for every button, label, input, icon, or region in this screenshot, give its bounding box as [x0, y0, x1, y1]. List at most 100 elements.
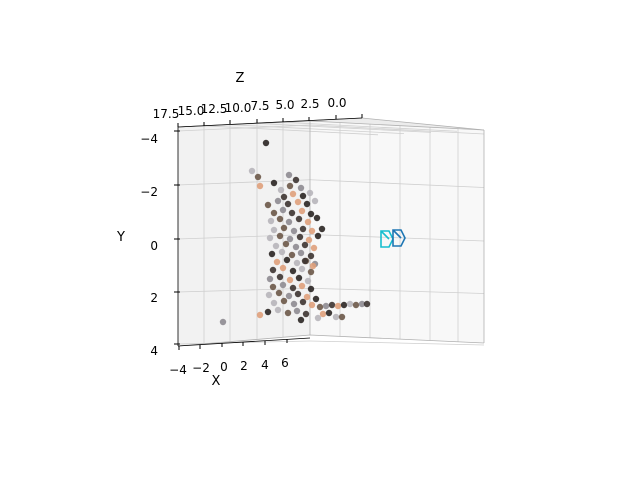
x-axis-ticks: −4 −2 0 2 4 6: [169, 339, 289, 377]
scatter-point: [309, 262, 317, 270]
scatter-point: [270, 226, 278, 234]
scatter-point: [292, 176, 300, 184]
scatter-point: [314, 314, 322, 322]
grid-line: [256, 123, 432, 133]
scatter-point: [292, 243, 300, 251]
scatter-point: [277, 186, 285, 194]
scatter-point: [286, 276, 294, 284]
scatter-point: [269, 283, 277, 291]
z-tick-label: 2.5: [300, 97, 319, 111]
scatter-point: [272, 242, 280, 250]
grid-line: [282, 121, 458, 132]
scatter-point: [303, 293, 311, 301]
scatter-point: [248, 167, 256, 175]
scatter-point: [284, 309, 292, 317]
z-tick-label: 0.0: [327, 96, 346, 110]
scatter-point: [322, 302, 330, 310]
x-tick-label: −4: [169, 363, 187, 377]
grid-line: [177, 287, 311, 293]
scatter-point: [280, 193, 288, 201]
camera-markers: [380, 229, 406, 248]
scatter-point: [267, 217, 275, 225]
scatter-point: [311, 197, 319, 205]
scatter-point: [340, 301, 348, 309]
z-tick-label: 5.0: [275, 98, 294, 112]
scatter-point: [325, 309, 333, 317]
scatter-point: [307, 210, 315, 218]
grid-line: [309, 340, 485, 346]
scatter-point: [270, 179, 278, 187]
z-tick-label: 17.5: [153, 107, 180, 121]
scatter-point: [295, 274, 303, 282]
scatter-point: [314, 232, 322, 240]
grid-line: [309, 179, 485, 188]
scatter-point: [328, 301, 336, 309]
x-tick-label: 0: [220, 360, 228, 374]
z-tick-label: 10.0: [225, 101, 252, 115]
scatter-point: [312, 295, 320, 303]
grid-line: [203, 125, 379, 136]
scatter-point: [299, 225, 307, 233]
scatter-point: [270, 299, 278, 307]
scatter-point: [295, 215, 303, 223]
scatter-point: [274, 197, 282, 205]
camera-marker: [380, 230, 394, 248]
scatter-point: [301, 257, 309, 265]
z-tick-label: 15.0: [178, 104, 205, 118]
scatter-point: [297, 184, 305, 192]
scatter-point: [304, 277, 312, 285]
scatter-point: [363, 300, 371, 308]
scatter-point: [282, 240, 290, 248]
scatter-point: [299, 298, 307, 306]
grid-line: [177, 179, 311, 186]
scatter-point: [270, 209, 278, 217]
scatter-point: [294, 290, 302, 298]
scatter-point: [289, 284, 297, 292]
scatter-point: [303, 200, 311, 208]
scatter-point: [285, 218, 293, 226]
scatter-point: [297, 249, 305, 257]
back-pane-left: [178, 121, 310, 346]
scatter-point: [290, 300, 298, 308]
scatter-point: [307, 268, 315, 276]
grid-line: [309, 234, 485, 242]
y-axis-label: Y: [116, 230, 125, 245]
scatter-point: [310, 244, 318, 252]
y-axis-ticks: −4 −2 0 2 4: [140, 130, 180, 358]
back-pane-right: [310, 121, 484, 343]
scatter-point: [276, 273, 284, 281]
scatter-point: [273, 258, 281, 266]
z-tick-label: 7.5: [250, 99, 269, 113]
scatter-point: [305, 236, 313, 244]
scatter-point: [280, 297, 288, 305]
scatter-point: [265, 291, 273, 299]
scatter-point: [254, 173, 262, 181]
y-tick-label: 2: [150, 291, 158, 305]
scatter-point: [298, 282, 306, 290]
z-tick-label: 12.5: [201, 102, 228, 116]
grid-line: [309, 287, 485, 294]
scatter-point: [304, 218, 312, 226]
scatter-point: [262, 139, 270, 147]
x-tick-label: 2: [240, 359, 248, 373]
scatter-point: [293, 307, 301, 315]
scatter-point: [299, 192, 307, 200]
scatter-point: [290, 227, 298, 235]
grid-line: [229, 124, 405, 135]
scatter-point: [338, 313, 346, 321]
scatter-point: [307, 285, 315, 293]
grid-line: [309, 124, 485, 135]
scatter-point: [316, 303, 324, 311]
scatter-point: [308, 301, 316, 309]
y-tick-label: 4: [150, 344, 158, 358]
scatter-points: [219, 139, 371, 326]
grid-line: [177, 234, 311, 240]
scatter-point: [278, 248, 286, 256]
scatter-point: [279, 206, 287, 214]
scatter-point: [298, 265, 306, 273]
scatter-point: [301, 241, 309, 249]
x-tick-label: 6: [281, 356, 289, 370]
scatter-point: [308, 227, 316, 235]
y-tick-label: 0: [150, 239, 158, 253]
